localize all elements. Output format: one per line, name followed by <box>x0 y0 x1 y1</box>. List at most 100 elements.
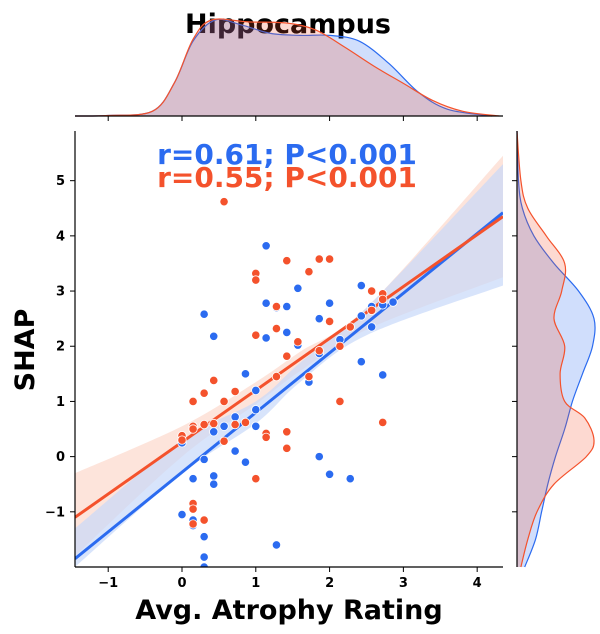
point-s0-19 <box>251 405 261 415</box>
point-s1-11 <box>209 375 219 386</box>
point-s1-17 <box>230 420 240 430</box>
point-s1-15 <box>219 436 229 446</box>
point-s0-43 <box>367 322 377 332</box>
regression-lines <box>75 211 503 560</box>
point-s1-8 <box>199 388 209 398</box>
point-s1-1 <box>177 435 187 445</box>
point-s1-13 <box>219 197 229 207</box>
point-s1-38 <box>324 316 335 327</box>
point-s1-45 <box>378 294 388 304</box>
point-s0-35 <box>324 298 335 308</box>
y-tick-label: 5 <box>56 174 65 189</box>
y-tick-label: −1 <box>45 505 65 520</box>
x-tick-label: −1 <box>98 576 118 591</box>
point-s1-34 <box>304 371 314 382</box>
point-s0-1 <box>177 509 187 520</box>
top-marginal-kde <box>74 18 503 121</box>
point-s1-27 <box>271 371 282 382</box>
point-s1-42 <box>367 286 377 296</box>
point-s1-43 <box>367 305 377 315</box>
point-s0-29 <box>293 283 303 293</box>
point-s0-12 <box>209 471 219 481</box>
point-s1-10 <box>199 515 209 525</box>
point-s0-15 <box>230 412 240 422</box>
point-s1-14 <box>219 396 229 407</box>
point-s0-46 <box>388 297 398 307</box>
regression-line-0 <box>75 211 503 560</box>
point-s0-22 <box>261 241 271 251</box>
point-s1-30 <box>282 427 292 437</box>
right-kde-fill-1 <box>517 131 595 567</box>
confidence-bands <box>75 155 503 567</box>
point-s1-25 <box>271 301 282 312</box>
correlation-annotation-orange: r=0.55; P<0.001 <box>157 161 417 194</box>
point-s0-17 <box>240 369 251 379</box>
point-s0-14 <box>219 421 229 431</box>
point-s0-44 <box>378 370 388 380</box>
point-s1-4 <box>188 424 198 434</box>
point-s1-40 <box>335 396 345 407</box>
right-marginal-kde <box>512 130 596 568</box>
regression-line-1 <box>75 215 503 519</box>
point-s0-8 <box>199 552 209 562</box>
point-s1-28 <box>282 256 292 266</box>
y-tick-label: 4 <box>56 229 65 244</box>
point-s1-24 <box>261 432 271 442</box>
right-kde-fill-0 <box>517 131 596 567</box>
x-tick-label: 2 <box>325 576 334 591</box>
point-s0-6 <box>199 454 209 464</box>
top-kde-fill-1 <box>75 19 500 117</box>
axes: −1 0 1 2 3 4 −1 0 1 2 3 4 5 <box>45 131 503 591</box>
point-s1-18 <box>240 417 251 428</box>
point-s1-36 <box>314 346 324 356</box>
point-s1-2 <box>188 396 198 407</box>
x-tick-label: 3 <box>399 576 408 591</box>
point-s0-28 <box>282 327 292 338</box>
point-s1-37 <box>324 254 335 264</box>
point-s0-23 <box>261 298 271 308</box>
y-tick-label: 0 <box>56 450 65 465</box>
point-s1-32 <box>293 337 303 347</box>
point-s0-18 <box>240 457 251 467</box>
x-tick-label: 4 <box>473 576 482 591</box>
point-s1-16 <box>230 386 240 397</box>
point-s0-7 <box>199 532 209 542</box>
point-s0-26 <box>271 540 282 550</box>
point-s1-46 <box>378 417 388 428</box>
point-s0-20 <box>251 421 261 431</box>
x-tick-label: 1 <box>251 576 260 591</box>
point-s0-5 <box>199 309 209 319</box>
point-s0-36 <box>324 469 335 479</box>
point-s1-33 <box>304 267 314 277</box>
point-s0-16 <box>230 446 240 456</box>
point-s1-21 <box>251 330 261 340</box>
point-s0-38 <box>345 474 355 484</box>
point-s0-21 <box>251 385 261 395</box>
x-tick-label: 0 <box>177 576 186 591</box>
point-s0-24 <box>261 333 271 343</box>
point-s1-29 <box>282 351 292 361</box>
point-s0-41 <box>356 357 366 367</box>
point-s0-27 <box>282 301 292 312</box>
point-s0-11 <box>209 427 219 437</box>
point-s0-39 <box>356 280 366 291</box>
point-s1-7 <box>188 519 198 529</box>
top-kde-fill-0 <box>75 19 492 117</box>
point-s1-39 <box>335 341 345 351</box>
point-s0-2 <box>188 474 198 484</box>
point-s1-6 <box>188 504 198 514</box>
point-s0-40 <box>356 311 366 321</box>
point-s1-35 <box>314 254 324 264</box>
confidence-band-0 <box>75 164 503 567</box>
point-s0-34 <box>314 452 324 462</box>
point-s0-32 <box>314 314 324 324</box>
point-s1-12 <box>209 418 219 429</box>
scatter-points <box>177 197 398 567</box>
y-axis-label: SHAP <box>10 309 41 392</box>
point-s1-9 <box>199 420 209 430</box>
point-s1-22 <box>251 474 261 484</box>
x-axis-label: Avg. Atrophy Rating <box>135 595 442 626</box>
point-s1-41 <box>345 322 355 332</box>
main-scatter-panel: −1 0 1 2 3 4 −1 0 1 2 3 4 5 <box>45 131 503 591</box>
